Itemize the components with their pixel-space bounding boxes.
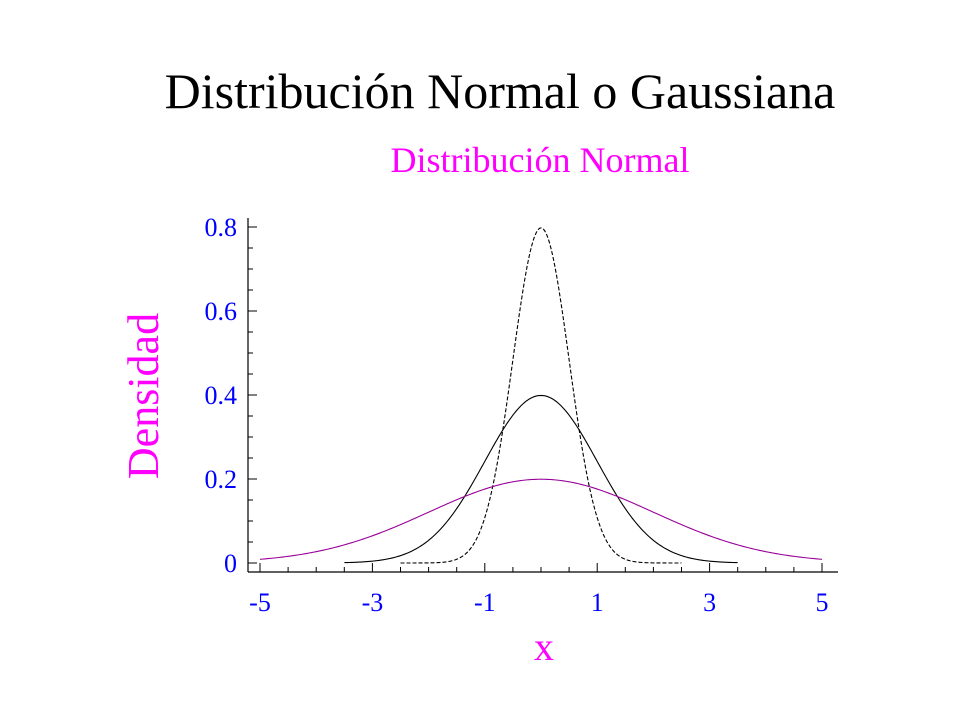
curves <box>259 227 823 564</box>
density-curve-sd-1 <box>344 394 738 564</box>
density-curve-sd-0-5 <box>400 227 682 564</box>
y-tick-label: 0.8 <box>205 213 238 242</box>
y-tick-label: 0.6 <box>205 297 238 326</box>
x-tick-label: 3 <box>703 588 716 617</box>
x-tick-label: 5 <box>816 588 829 617</box>
x-ticks: -5 -3 -1 1 3 5 <box>249 563 829 617</box>
y-tick-label: 0.2 <box>205 465 238 494</box>
x-tick-label: -1 <box>474 588 496 617</box>
chart-title: Distribución Normal <box>391 140 690 180</box>
y-axis-label: Densidad <box>119 313 168 479</box>
axes <box>247 218 838 573</box>
x-tick-label: -3 <box>362 588 384 617</box>
x-tick-label: 1 <box>591 588 604 617</box>
y-ticks: 0 0.2 0.4 0.6 0.8 <box>205 213 257 578</box>
x-axis-label: x <box>534 624 554 669</box>
y-tick-label: 0.4 <box>205 381 238 410</box>
y-tick-label: 0 <box>224 549 237 578</box>
density-curve-sd-2 <box>259 478 823 560</box>
x-tick-label: -5 <box>249 588 271 617</box>
page-title: Distribución Normal o Gaussiana <box>164 63 836 119</box>
